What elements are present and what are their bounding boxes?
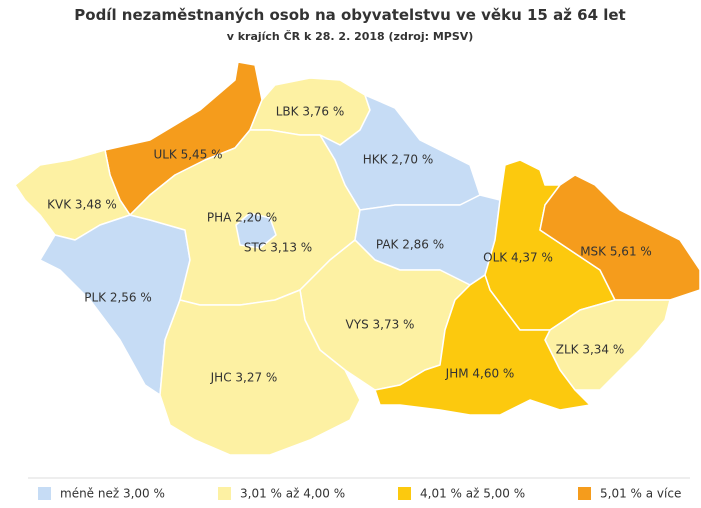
- region-label: ULK 5,45 %: [153, 148, 222, 162]
- region-label: KVK 3,48 %: [47, 198, 117, 212]
- legend-label: 3,01 % až 4,00 %: [240, 487, 345, 501]
- region-label: JHC 3,27 %: [210, 371, 278, 385]
- region-label: OLK 4,37 %: [483, 251, 553, 265]
- legend-label: 4,01 % až 5,00 %: [420, 487, 525, 501]
- region: [539, 174, 701, 301]
- legend: méně než 3,00 % 3,01 % až 4,00 % 4,01 % …: [38, 487, 681, 501]
- region-label: PHA 2,20 %: [207, 211, 277, 225]
- region-label: MSK 5,61 %: [580, 245, 652, 259]
- region-label: ZLK 3,34 %: [556, 343, 625, 357]
- legend-swatch: [398, 487, 411, 500]
- regions: [14, 61, 701, 456]
- region-label: VYS 3,73 %: [346, 318, 415, 332]
- region-label: PLK 2,56 %: [84, 291, 152, 305]
- legend-label: 5,01 % a více: [600, 487, 681, 501]
- title: Podíl nezaměstnaných osob na obyvatelstv…: [74, 6, 625, 24]
- region-label: STC 3,13 %: [244, 241, 312, 255]
- region-label: JHM 4,60 %: [445, 367, 515, 381]
- region: [159, 289, 361, 456]
- region: [374, 274, 591, 416]
- legend-swatch: [38, 487, 51, 500]
- region-labels: ULK 5,45 % LBK 3,76 % HKK 2,70 % KVK 3,4…: [47, 105, 652, 385]
- region-label: PAK 2,86 %: [376, 238, 444, 252]
- region-label: HKK 2,70 %: [363, 153, 434, 167]
- region: [235, 212, 277, 249]
- legend-label: méně než 3,00 %: [60, 487, 165, 501]
- subtitle: v krajích ČR k 28. 2. 2018 (zdroj: MPSV): [227, 30, 474, 43]
- region-label: LBK 3,76 %: [276, 105, 345, 119]
- legend-swatch: [218, 487, 231, 500]
- legend-swatch: [578, 487, 591, 500]
